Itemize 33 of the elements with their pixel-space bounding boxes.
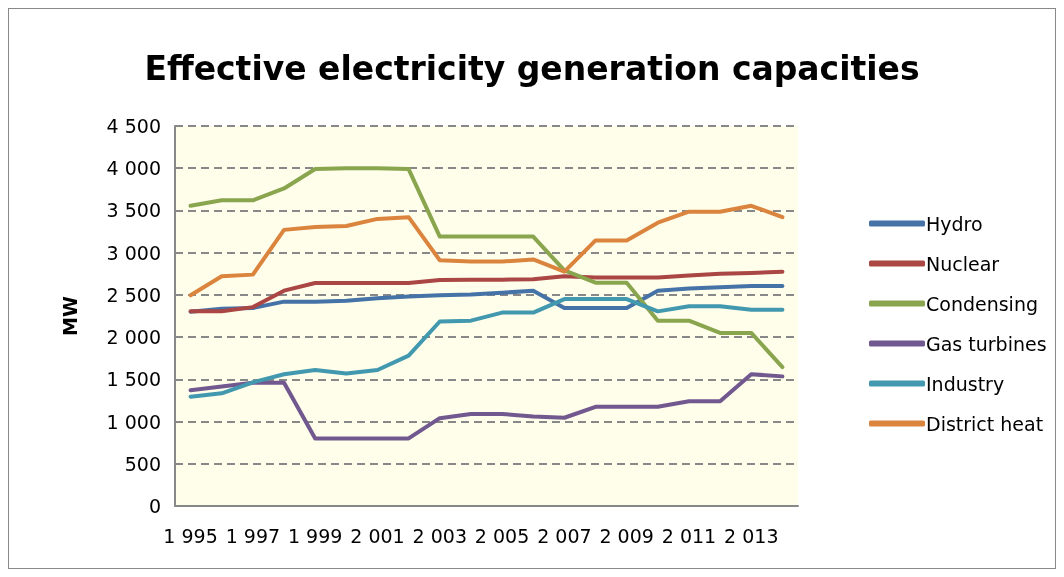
legend-label: Gas turbines [926,332,1047,355]
y-tick-label: 1 000 [106,410,161,433]
y-axis-title: MW [58,296,81,336]
x-tick-label: 2 001 [350,524,405,547]
legend-label: District heat [926,412,1044,435]
y-tick-label: 2 500 [106,283,161,306]
y-tick-label: 0 [148,495,161,517]
line-series [188,203,785,298]
chart-title: Effective electricity generation capacities [144,49,920,88]
x-tick-label: 2 003 [412,524,467,547]
line-series [188,297,785,399]
x-tick-label: 2 007 [537,524,592,547]
legend-label: Hydro [926,212,983,235]
legend-label: Condensing [926,292,1039,315]
x-tick-label: 1 999 [287,524,343,547]
line-series [188,372,785,441]
x-tick-label: 2 005 [474,524,530,547]
y-tick-label: 1 500 [106,368,161,391]
legend-label: Nuclear [926,252,1000,275]
line-series [188,166,785,370]
y-tick-label: 500 [124,452,161,475]
line-series [188,269,785,314]
x-tick-label: 2 011 [661,524,717,547]
y-tick-label: 2 000 [106,326,161,349]
y-tick-label: 4 000 [106,157,161,180]
x-tick-label: 1 997 [225,524,281,547]
y-tick-label: 3 500 [106,199,161,222]
x-tick-label: 2 013 [724,524,779,547]
y-tick-label: 3 000 [106,241,161,264]
y-tick-label: 4 500 [106,115,161,137]
legend-label: Industry [926,372,1005,395]
x-tick-label: 2 009 [599,524,654,547]
x-tick-label: 1 995 [163,524,218,547]
